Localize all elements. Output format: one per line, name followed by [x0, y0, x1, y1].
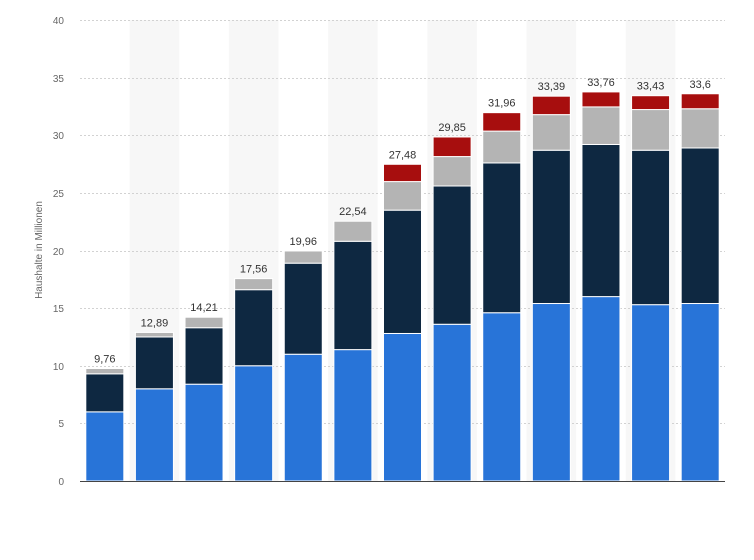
bar-segment-series-2[interactable]	[482, 162, 522, 314]
bar-segment-series-3[interactable]	[482, 130, 522, 164]
bar-segment-series-3[interactable]	[531, 114, 571, 151]
y-axis-label: Haushalte in Millionen	[34, 201, 45, 299]
bar-segment-series-1[interactable]	[134, 388, 174, 482]
bar-segment-series-4[interactable]	[581, 91, 621, 108]
total-label: 33,76	[587, 77, 615, 89]
bar-segment-series-3[interactable]	[581, 106, 621, 145]
bar-segment-series-2[interactable]	[680, 147, 720, 305]
y-tick-label: 5	[58, 419, 64, 430]
bar-segment-series-2[interactable]	[234, 289, 274, 367]
total-label: 27,48	[389, 149, 417, 161]
y-tick-label: 30	[53, 131, 65, 142]
bar-segment-series-1[interactable]	[531, 303, 571, 482]
y-tick-label: 0	[58, 477, 64, 488]
total-label: 33,6	[689, 79, 710, 91]
y-tick-label: 20	[53, 247, 65, 258]
bar-segment-series-4[interactable]	[631, 95, 671, 111]
bar-segment-series-3[interactable]	[283, 250, 323, 264]
total-label: 19,96	[290, 236, 318, 248]
bar-segment-series-1[interactable]	[432, 323, 472, 482]
bar-segment-series-1[interactable]	[184, 383, 224, 482]
bar-segment-series-3[interactable]	[85, 368, 125, 375]
total-labels: 9,76 12,89 14,21 17,56 19,96 22,54 27,48 29,85 3…	[94, 77, 711, 366]
y-tick-label: 25	[53, 189, 65, 200]
bar-segment-series-1[interactable]	[631, 304, 671, 482]
bar-segment-series-4[interactable]	[531, 95, 571, 116]
bars	[85, 91, 720, 482]
y-axis-ticks: 0 5 10 15 20 25 30 35 40	[53, 16, 65, 488]
total-label: 14,21	[190, 302, 218, 314]
bar-segment-series-3[interactable]	[631, 109, 671, 151]
bar-segment-series-3[interactable]	[184, 316, 224, 329]
bar-segment-series-2[interactable]	[283, 262, 323, 355]
total-label: 17,56	[240, 264, 268, 276]
bar-segment-series-3[interactable]	[234, 278, 274, 291]
y-tick-label: 40	[53, 16, 65, 27]
total-label: 29,85	[438, 122, 466, 134]
bar-segment-series-2[interactable]	[184, 327, 224, 385]
bar-segment-series-1[interactable]	[680, 303, 720, 482]
bar-segment-series-3[interactable]	[680, 108, 720, 149]
bar-segment-series-4[interactable]	[680, 93, 720, 110]
y-tick-label: 15	[53, 304, 65, 315]
bar-segment-series-3[interactable]	[383, 181, 422, 211]
bar-segment-series-4[interactable]	[482, 112, 522, 132]
bar-segment-series-1[interactable]	[234, 365, 274, 482]
bar-segment-series-4[interactable]	[383, 163, 422, 183]
total-label: 22,54	[339, 206, 367, 218]
bar-segment-series-1[interactable]	[283, 353, 323, 482]
bar-segment-series-2[interactable]	[531, 149, 571, 305]
total-label: 9,76	[94, 354, 115, 366]
bar-segment-series-1[interactable]	[581, 296, 621, 482]
y-tick-label: 35	[53, 74, 65, 85]
bar-segment-series-4[interactable]	[432, 136, 472, 158]
bar-segment-series-2[interactable]	[134, 336, 174, 390]
bar-segment-series-2[interactable]	[333, 240, 373, 351]
bar-segment-series-1[interactable]	[85, 411, 125, 482]
total-label: 33,39	[538, 81, 566, 93]
bar-segment-series-3[interactable]	[333, 220, 373, 242]
bar-segment-series-3[interactable]	[432, 156, 472, 187]
bar-segment-series-3[interactable]	[134, 331, 174, 338]
bar-segment-series-1[interactable]	[383, 332, 422, 482]
bar-segment-series-1[interactable]	[482, 312, 522, 482]
bar-segment-series-2[interactable]	[85, 373, 125, 413]
y-tick-label: 10	[53, 362, 65, 373]
bar-segment-series-2[interactable]	[383, 209, 422, 334]
total-label: 31,96	[488, 98, 516, 110]
bar-segment-series-2[interactable]	[581, 143, 621, 298]
bar-segment-series-2[interactable]	[432, 185, 472, 325]
total-label: 12,89	[141, 317, 169, 329]
bar-segment-series-1[interactable]	[333, 349, 373, 482]
bar-segment-series-2[interactable]	[631, 149, 671, 306]
total-label: 33,43	[637, 81, 665, 93]
